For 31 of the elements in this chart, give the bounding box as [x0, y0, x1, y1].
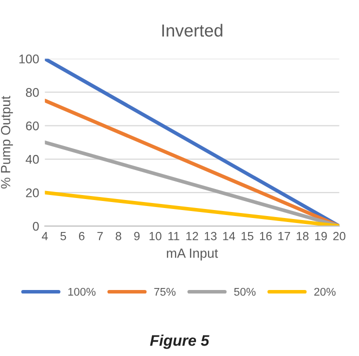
x-tick-label: 20: [333, 232, 346, 240]
x-tick-label: 15: [242, 232, 254, 240]
x-axis-title: mA Input: [166, 248, 218, 260]
y-tick-label: 40: [26, 154, 39, 164]
x-tick-label: 6: [78, 232, 84, 240]
x-tick-label: 7: [97, 232, 103, 240]
x-tick-label: 17: [278, 232, 290, 240]
x-tick-label: 19: [315, 232, 327, 240]
x-tick-label: 16: [260, 232, 272, 240]
y-tick-label: 0: [32, 222, 39, 231]
x-tick-label: 18: [296, 232, 309, 240]
x-tick-label: 14: [223, 232, 236, 240]
y-tick-label: 100: [19, 54, 39, 64]
chart-title: Inverted: [162, 24, 222, 37]
legend-label: 75%: [154, 288, 176, 296]
y-tick-label: 20: [26, 188, 39, 198]
y-axis-title: % Pump Output: [0, 96, 13, 188]
y-tick-label: 60: [26, 121, 39, 130]
x-tick-label: 8: [116, 232, 122, 240]
caption: Figure 5: [150, 334, 210, 349]
x-tick-label: 10: [150, 232, 162, 240]
x-tick-label: 4: [42, 232, 48, 240]
x-tick-label: 11: [168, 232, 180, 240]
x-tick-label: 12: [186, 232, 198, 240]
legend-label: 20%: [314, 288, 336, 296]
x-tick-label: 9: [134, 232, 140, 240]
x-tick-label: 13: [204, 232, 217, 240]
y-tick-label: 80: [26, 88, 39, 97]
legend-label: 50%: [234, 288, 256, 296]
x-tick-label: 5: [60, 232, 66, 240]
legend-label: 100%: [68, 288, 96, 296]
